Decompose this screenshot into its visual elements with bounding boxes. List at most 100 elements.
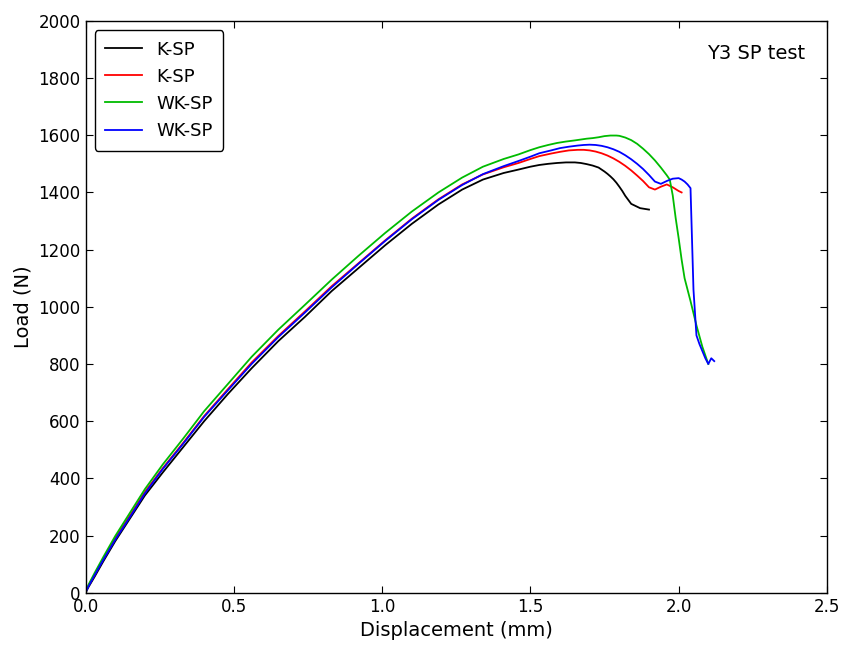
K-SP (125, 515, 135, 523)
K-SP (299, 313, 310, 320)
K-SP (380, 241, 390, 249)
K-SP (199, 412, 209, 420)
K-SP (619, 162, 630, 170)
K-SP (587, 162, 597, 169)
K-SP (432, 196, 443, 203)
K-SP (533, 152, 543, 160)
K-SP (223, 385, 233, 393)
WK-SP (661, 177, 671, 185)
Y-axis label: Load (N): Load (N) (14, 266, 33, 348)
K-SP (673, 187, 683, 195)
Text: Y3 SP test: Y3 SP test (705, 44, 804, 63)
K-SP (513, 159, 523, 167)
K-SP (299, 307, 310, 315)
K-SP (605, 173, 615, 181)
WK-SP (637, 145, 647, 152)
WK-SP (583, 141, 594, 148)
K-SP (432, 201, 443, 209)
WK-SP (667, 192, 677, 199)
K-SP (607, 175, 618, 183)
K-SP (595, 165, 606, 173)
K-SP (643, 205, 653, 213)
K-SP (90, 573, 100, 581)
WK-SP (613, 132, 624, 140)
K-SP (98, 557, 108, 565)
K-SP (619, 192, 630, 199)
K-SP (625, 167, 635, 175)
K-SP (533, 161, 543, 169)
K-SP (667, 183, 677, 191)
K-SP (525, 163, 535, 171)
K-SP (157, 464, 167, 472)
K-SP (631, 171, 641, 179)
Line: K-SP: K-SP (85, 150, 681, 593)
K-SP (157, 469, 167, 477)
K-SP (599, 167, 609, 175)
WK-SP (299, 301, 310, 309)
K-SP (611, 179, 621, 186)
K-SP (498, 169, 508, 177)
K-SP (140, 492, 150, 500)
K-SP (110, 534, 120, 542)
K-SP (498, 164, 508, 171)
WK-SP (637, 165, 647, 173)
WK-SP (605, 131, 615, 139)
K-SP (649, 186, 659, 194)
K-SP (380, 237, 390, 245)
K-SP (353, 264, 363, 272)
WK-SP (80, 589, 90, 596)
Line: WK-SP: WK-SP (85, 145, 713, 593)
WK-SP (326, 276, 336, 284)
K-SP (575, 159, 585, 167)
K-SP (456, 181, 467, 188)
K-SP (601, 170, 612, 178)
K-SP (247, 358, 257, 366)
K-SP (326, 283, 336, 290)
K-SP (273, 337, 283, 345)
K-SP (551, 159, 561, 167)
WK-SP (691, 322, 701, 330)
Line: WK-SP: WK-SP (85, 135, 707, 593)
K-SP (84, 583, 94, 591)
K-SP (617, 187, 627, 195)
K-SP (583, 146, 594, 154)
Legend: K-SP, K-SP, WK-SP, WK-SP: K-SP, K-SP, WK-SP, WK-SP (95, 30, 223, 150)
K-SP (353, 260, 363, 267)
K-SP (140, 488, 150, 496)
WK-SP (702, 360, 712, 368)
K-SP (655, 182, 665, 190)
K-SP (560, 158, 571, 166)
K-SP (525, 155, 535, 163)
K-SP (601, 152, 612, 160)
K-SP (80, 589, 90, 596)
K-SP (676, 188, 686, 196)
K-SP (569, 158, 579, 166)
K-SP (661, 181, 671, 188)
K-SP (406, 215, 416, 222)
K-SP (637, 177, 647, 185)
K-SP (223, 390, 233, 398)
K-SP (247, 364, 257, 372)
WK-SP (299, 309, 310, 317)
K-SP (273, 332, 283, 340)
K-SP (98, 555, 108, 563)
K-SP (110, 538, 120, 545)
K-SP (178, 443, 189, 451)
K-SP (543, 160, 553, 168)
K-SP (581, 160, 591, 168)
WK-SP (80, 589, 90, 596)
K-SP (456, 186, 467, 194)
K-SP (613, 158, 624, 165)
K-SP (593, 164, 603, 171)
WK-SP (708, 357, 718, 365)
WK-SP (685, 184, 695, 192)
K-SP (477, 171, 487, 179)
K-SP (90, 571, 100, 579)
K-SP (477, 176, 487, 184)
Line: K-SP: K-SP (85, 162, 648, 593)
K-SP (513, 165, 523, 173)
WK-SP (326, 283, 336, 291)
K-SP (326, 287, 336, 295)
K-SP (199, 417, 209, 425)
K-SP (625, 200, 635, 208)
